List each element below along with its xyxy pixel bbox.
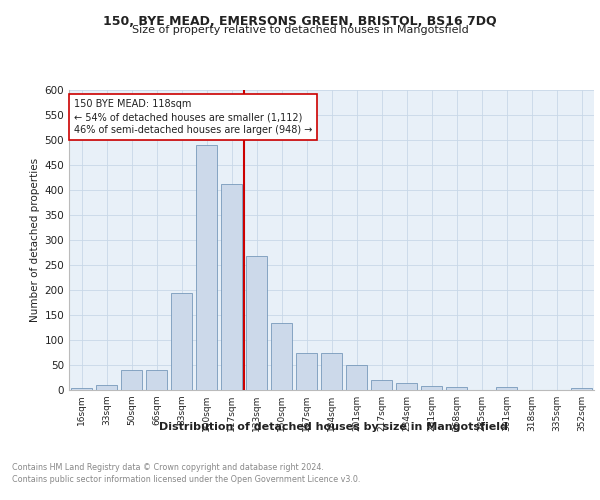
Bar xyxy=(71,388,92,390)
Text: Size of property relative to detached houses in Mangotsfield: Size of property relative to detached ho… xyxy=(131,25,469,35)
Bar xyxy=(246,256,267,390)
Bar xyxy=(421,386,442,390)
Text: Distribution of detached houses by size in Mangotsfield: Distribution of detached houses by size … xyxy=(158,422,508,432)
Bar xyxy=(571,388,592,390)
Bar xyxy=(221,184,242,390)
Bar xyxy=(171,292,192,390)
Bar xyxy=(371,380,392,390)
Bar xyxy=(446,387,467,390)
Bar xyxy=(121,370,142,390)
Y-axis label: Number of detached properties: Number of detached properties xyxy=(30,158,40,322)
Bar xyxy=(496,387,517,390)
Bar xyxy=(346,365,367,390)
Bar xyxy=(321,352,342,390)
Text: 150 BYE MEAD: 118sqm
← 54% of detached houses are smaller (1,112)
46% of semi-de: 150 BYE MEAD: 118sqm ← 54% of detached h… xyxy=(74,99,313,136)
Text: 150, BYE MEAD, EMERSONS GREEN, BRISTOL, BS16 7DQ: 150, BYE MEAD, EMERSONS GREEN, BRISTOL, … xyxy=(103,15,497,28)
Text: Contains public sector information licensed under the Open Government Licence v3: Contains public sector information licen… xyxy=(12,475,361,484)
Bar xyxy=(271,322,292,390)
Text: Contains HM Land Registry data © Crown copyright and database right 2024.: Contains HM Land Registry data © Crown c… xyxy=(12,462,324,471)
Bar xyxy=(296,352,317,390)
Bar xyxy=(146,370,167,390)
Bar xyxy=(96,385,117,390)
Bar xyxy=(196,145,217,390)
Bar xyxy=(396,382,417,390)
